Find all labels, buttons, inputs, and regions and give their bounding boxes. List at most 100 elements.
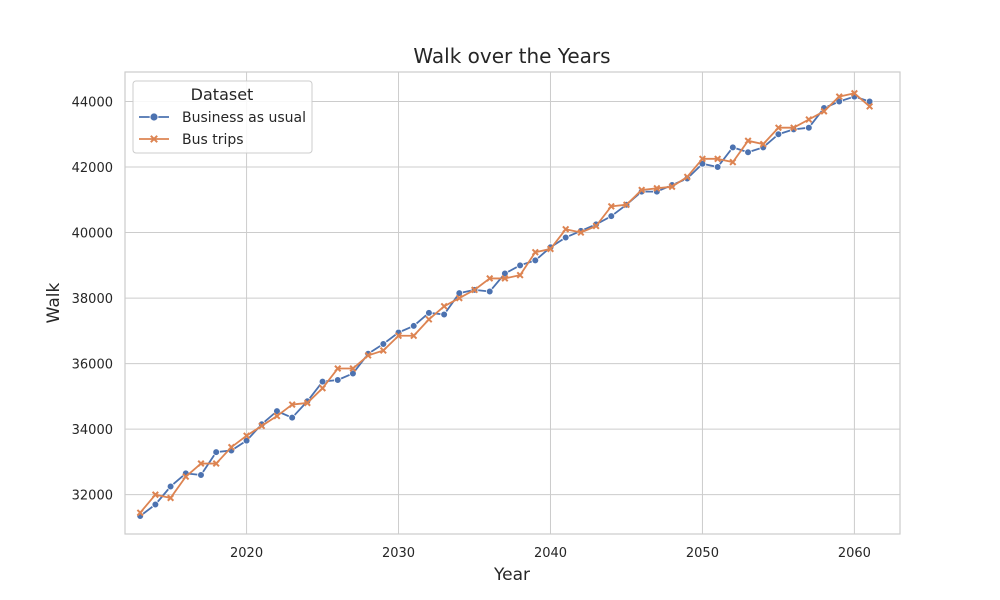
data-point <box>410 332 418 340</box>
x-axis-label: Year <box>493 565 530 585</box>
data-point <box>805 123 813 132</box>
data-point <box>288 401 296 409</box>
data-point <box>835 97 844 106</box>
y-tick-label: 40000 <box>72 227 113 242</box>
data-point <box>562 225 570 233</box>
data-point <box>546 245 554 253</box>
data-point <box>622 201 630 209</box>
data-point <box>455 289 464 297</box>
data-point <box>318 377 327 386</box>
data-point <box>288 413 296 422</box>
plot-frame <box>124 71 901 535</box>
y-axis-label: Walk <box>44 282 64 323</box>
x-tick-label: 2030 <box>382 546 415 561</box>
data-point <box>865 97 874 106</box>
y-tick-label: 32000 <box>72 489 113 504</box>
data-point <box>319 384 327 392</box>
data-point <box>273 412 281 420</box>
data-point <box>774 124 782 132</box>
data-point <box>166 482 175 491</box>
series-layer <box>136 89 874 520</box>
series-1 <box>136 89 874 517</box>
data-point <box>379 347 387 355</box>
data-point <box>531 256 540 265</box>
data-point <box>820 107 828 115</box>
data-point <box>592 222 600 230</box>
data-point <box>364 351 372 359</box>
tick-labels: 2020 2030 2040 2050 2060 32000 34000 36000 38000… <box>72 95 871 561</box>
x-tick-label: 2050 <box>686 546 719 561</box>
data-point <box>151 491 159 499</box>
data-point <box>607 212 616 220</box>
chart-title: Walk over the Years <box>413 44 610 68</box>
y-tick-label: 34000 <box>72 423 113 438</box>
data-point <box>805 116 813 124</box>
data-point <box>303 399 311 407</box>
data-point <box>333 376 342 384</box>
x-tick-label: 2020 <box>230 546 263 561</box>
data-point <box>835 93 843 101</box>
data-point <box>759 140 767 148</box>
data-point <box>149 112 159 122</box>
data-point <box>577 229 585 237</box>
gridlines <box>125 72 900 534</box>
legend-label: Business as usual <box>182 110 306 126</box>
data-point <box>349 365 357 373</box>
legend-item: Business as usual <box>139 110 306 126</box>
data-point <box>151 500 160 509</box>
data-point <box>471 286 479 294</box>
data-point <box>395 332 403 340</box>
data-point <box>212 460 220 468</box>
data-point <box>425 315 433 323</box>
data-point <box>653 184 661 192</box>
x-tick-label: 2060 <box>838 546 871 561</box>
legend-label: Bus trips <box>182 132 244 148</box>
y-tick-label: 38000 <box>72 292 113 307</box>
data-point <box>561 233 570 242</box>
data-point <box>638 186 646 194</box>
data-point <box>516 261 524 270</box>
data-point <box>713 163 722 171</box>
data-point <box>866 102 874 110</box>
data-point <box>501 269 509 278</box>
data-point <box>409 322 418 330</box>
y-tick-label: 42000 <box>72 161 113 176</box>
data-point <box>182 473 190 481</box>
y-tick-label: 44000 <box>72 95 113 110</box>
data-point <box>455 294 463 302</box>
data-point <box>501 274 509 282</box>
legend-items: Business as usual Bus trips <box>139 110 306 148</box>
legend-item: Bus trips <box>139 132 244 148</box>
data-point <box>197 471 205 479</box>
data-point <box>227 443 235 451</box>
data-point <box>273 407 281 415</box>
legend-box <box>132 80 313 154</box>
y-tick-label: 36000 <box>72 358 113 373</box>
data-point <box>744 148 752 157</box>
data-point <box>197 460 205 468</box>
data-point <box>485 287 494 296</box>
x-tick-label: 2040 <box>534 546 567 561</box>
data-point <box>729 143 737 152</box>
data-point <box>668 183 676 191</box>
data-point <box>714 155 722 163</box>
data-point <box>531 248 539 256</box>
data-point <box>744 137 752 145</box>
data-point <box>150 135 158 143</box>
data-point <box>167 494 175 502</box>
data-point <box>349 369 357 378</box>
data-point <box>774 130 783 139</box>
data-point <box>425 309 433 317</box>
data-point <box>790 124 798 132</box>
data-point <box>243 432 251 440</box>
data-point <box>486 274 494 282</box>
data-point <box>698 155 706 163</box>
legend-title: Dataset <box>191 85 254 104</box>
data-point <box>136 509 144 517</box>
data-point <box>850 89 858 97</box>
data-point <box>212 448 220 456</box>
data-point <box>334 365 342 373</box>
data-point <box>258 422 266 430</box>
data-point <box>440 302 448 310</box>
